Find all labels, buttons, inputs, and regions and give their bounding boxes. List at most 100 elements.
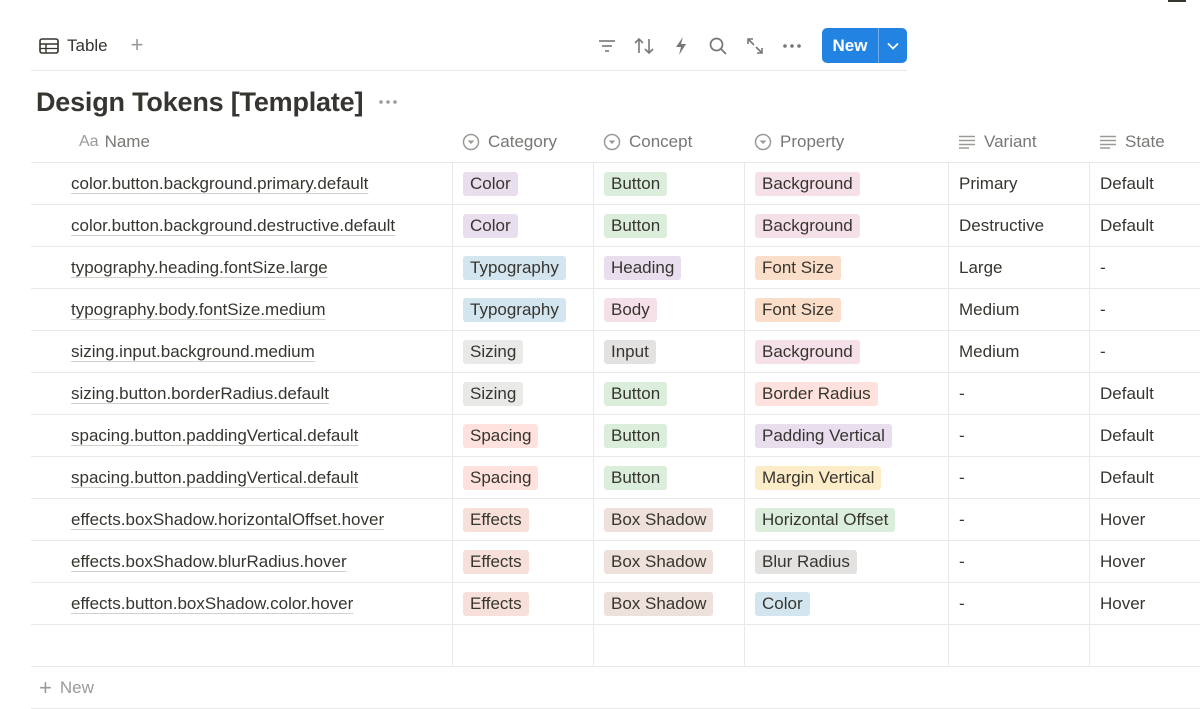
column-header-name[interactable]: Aa Name [31, 122, 452, 162]
category-cell[interactable]: Sizing [452, 331, 593, 372]
concept-cell[interactable]: Heading [593, 247, 744, 288]
table-row[interactable]: typography.heading.fontSize.large Typogra… [31, 247, 1200, 289]
variant-cell[interactable]: - [948, 373, 1089, 414]
state-cell[interactable]: Hover [1089, 541, 1200, 582]
column-label: State [1125, 132, 1165, 151]
column-header-concept[interactable]: Concept [593, 122, 744, 162]
variant-cell[interactable]: - [948, 499, 1089, 540]
property-cell[interactable]: Font Size [744, 289, 948, 330]
concept-cell[interactable]: Button [593, 415, 744, 456]
property-cell[interactable]: Background [744, 163, 948, 204]
category-cell[interactable]: Effects [452, 499, 593, 540]
more-icon[interactable] [781, 35, 803, 57]
concept-cell[interactable]: Input [593, 331, 744, 372]
state-cell[interactable]: Hover [1089, 583, 1200, 624]
category-cell[interactable]: Color [452, 205, 593, 246]
category-cell[interactable]: Typography [452, 247, 593, 288]
name-cell[interactable]: effects.boxShadow.horizontalOffset.hover [31, 499, 452, 540]
variant-cell[interactable]: - [948, 415, 1089, 456]
property-cell[interactable]: Border Radius [744, 373, 948, 414]
variant-cell[interactable]: - [948, 457, 1089, 498]
table-row[interactable]: spacing.button.paddingVertical.default Sp… [31, 415, 1200, 457]
property-cell[interactable]: Background [744, 205, 948, 246]
column-header-property[interactable]: Property [744, 122, 948, 162]
name-cell[interactable]: spacing.button.paddingVertical.default [31, 457, 452, 498]
category-cell[interactable]: Sizing [452, 373, 593, 414]
table-row[interactable]: sizing.button.borderRadius.default Sizing… [31, 373, 1200, 415]
table-row[interactable]: effects.button.boxShadow.color.hover Effe… [31, 583, 1200, 625]
variant-cell[interactable]: Medium [948, 331, 1089, 372]
name-cell[interactable]: effects.boxShadow.blurRadius.hover [31, 541, 452, 582]
concept-cell[interactable]: Body [593, 289, 744, 330]
category-cell[interactable]: Spacing [452, 415, 593, 456]
search-icon[interactable] [707, 35, 729, 57]
table-row[interactable]: spacing.button.paddingVertical.default Sp… [31, 457, 1200, 499]
state-cell[interactable]: Default [1089, 205, 1200, 246]
state-cell[interactable]: Default [1089, 415, 1200, 456]
add-view-button[interactable]: + [130, 32, 144, 57]
table-row[interactable]: typography.body.fontSize.medium Typograph… [31, 289, 1200, 331]
state-cell[interactable]: Default [1089, 163, 1200, 204]
property-tag: Color [755, 591, 810, 616]
property-cell[interactable]: Horizontal Offset [744, 499, 948, 540]
variant-cell[interactable]: - [948, 541, 1089, 582]
category-cell[interactable]: Color [452, 163, 593, 204]
concept-cell[interactable]: Button [593, 373, 744, 414]
state-cell[interactable]: Default [1089, 457, 1200, 498]
name-cell[interactable]: effects.button.boxShadow.color.hover [31, 583, 452, 624]
state-cell[interactable]: - [1089, 331, 1200, 372]
concept-cell[interactable]: Box Shadow [593, 499, 744, 540]
name-cell[interactable]: spacing.button.paddingVertical.default [31, 415, 452, 456]
filter-icon[interactable] [596, 35, 618, 57]
state-cell[interactable]: - [1089, 247, 1200, 288]
automation-bolt-icon[interactable] [670, 35, 692, 57]
concept-cell[interactable]: Button [593, 457, 744, 498]
new-record-button[interactable]: New [822, 28, 907, 63]
page-title[interactable]: Design Tokens [Template] [36, 86, 364, 117]
column-header-variant[interactable]: Variant [948, 122, 1089, 162]
name-cell[interactable]: typography.body.fontSize.medium [31, 289, 452, 330]
table-row[interactable]: sizing.input.background.medium Sizing Inpu… [31, 331, 1200, 373]
property-cell[interactable]: Font Size [744, 247, 948, 288]
property-cell[interactable]: Color [744, 583, 948, 624]
table-row[interactable]: color.button.background.destructive.defa… [31, 205, 1200, 247]
name-cell[interactable]: sizing.input.background.medium [31, 331, 452, 372]
name-cell[interactable]: typography.heading.fontSize.large [31, 247, 452, 288]
property-cell[interactable]: Blur Radius [744, 541, 948, 582]
table-row[interactable]: effects.boxShadow.horizontalOffset.hover… [31, 499, 1200, 541]
category-cell[interactable]: Effects [452, 541, 593, 582]
name-cell[interactable]: color.button.background.destructive.defa… [31, 205, 452, 246]
new-button-label[interactable]: New [832, 36, 868, 55]
state-cell[interactable]: - [1089, 289, 1200, 330]
property-cell[interactable]: Margin Vertical [744, 457, 948, 498]
column-header-category[interactable]: Category [452, 122, 593, 162]
state-value: - [1100, 341, 1106, 361]
add-new-row-button[interactable]: + New [31, 667, 1200, 709]
state-cell[interactable]: Hover [1089, 499, 1200, 540]
sort-icon[interactable] [633, 35, 655, 57]
category-cell[interactable]: Spacing [452, 457, 593, 498]
expand-icon[interactable] [744, 35, 766, 57]
name-cell[interactable]: color.button.background.primary.default [31, 163, 452, 204]
concept-cell[interactable]: Box Shadow [593, 541, 744, 582]
property-cell[interactable]: Background [744, 331, 948, 372]
property-cell[interactable]: Padding Vertical [744, 415, 948, 456]
variant-cell[interactable]: - [948, 583, 1089, 624]
name-cell[interactable]: sizing.button.borderRadius.default [31, 373, 452, 414]
column-header-state[interactable]: State [1089, 122, 1200, 162]
title-more-icon[interactable] [379, 100, 398, 104]
concept-cell[interactable]: Button [593, 163, 744, 204]
concept-cell[interactable]: Button [593, 205, 744, 246]
variant-cell[interactable]: Large [948, 247, 1089, 288]
concept-cell[interactable]: Box Shadow [593, 583, 744, 624]
variant-cell[interactable]: Destructive [948, 205, 1089, 246]
chevron-down-icon[interactable] [879, 28, 907, 63]
state-cell[interactable]: Default [1089, 373, 1200, 414]
category-cell[interactable]: Typography [452, 289, 593, 330]
tab-table-view[interactable]: Table [39, 35, 108, 57]
variant-cell[interactable]: Medium [948, 289, 1089, 330]
table-row[interactable]: color.button.background.primary.default C… [31, 163, 1200, 205]
variant-cell[interactable]: Primary [948, 163, 1089, 204]
category-cell[interactable]: Effects [452, 583, 593, 624]
table-row[interactable]: effects.boxShadow.blurRadius.hover Effect… [31, 541, 1200, 583]
